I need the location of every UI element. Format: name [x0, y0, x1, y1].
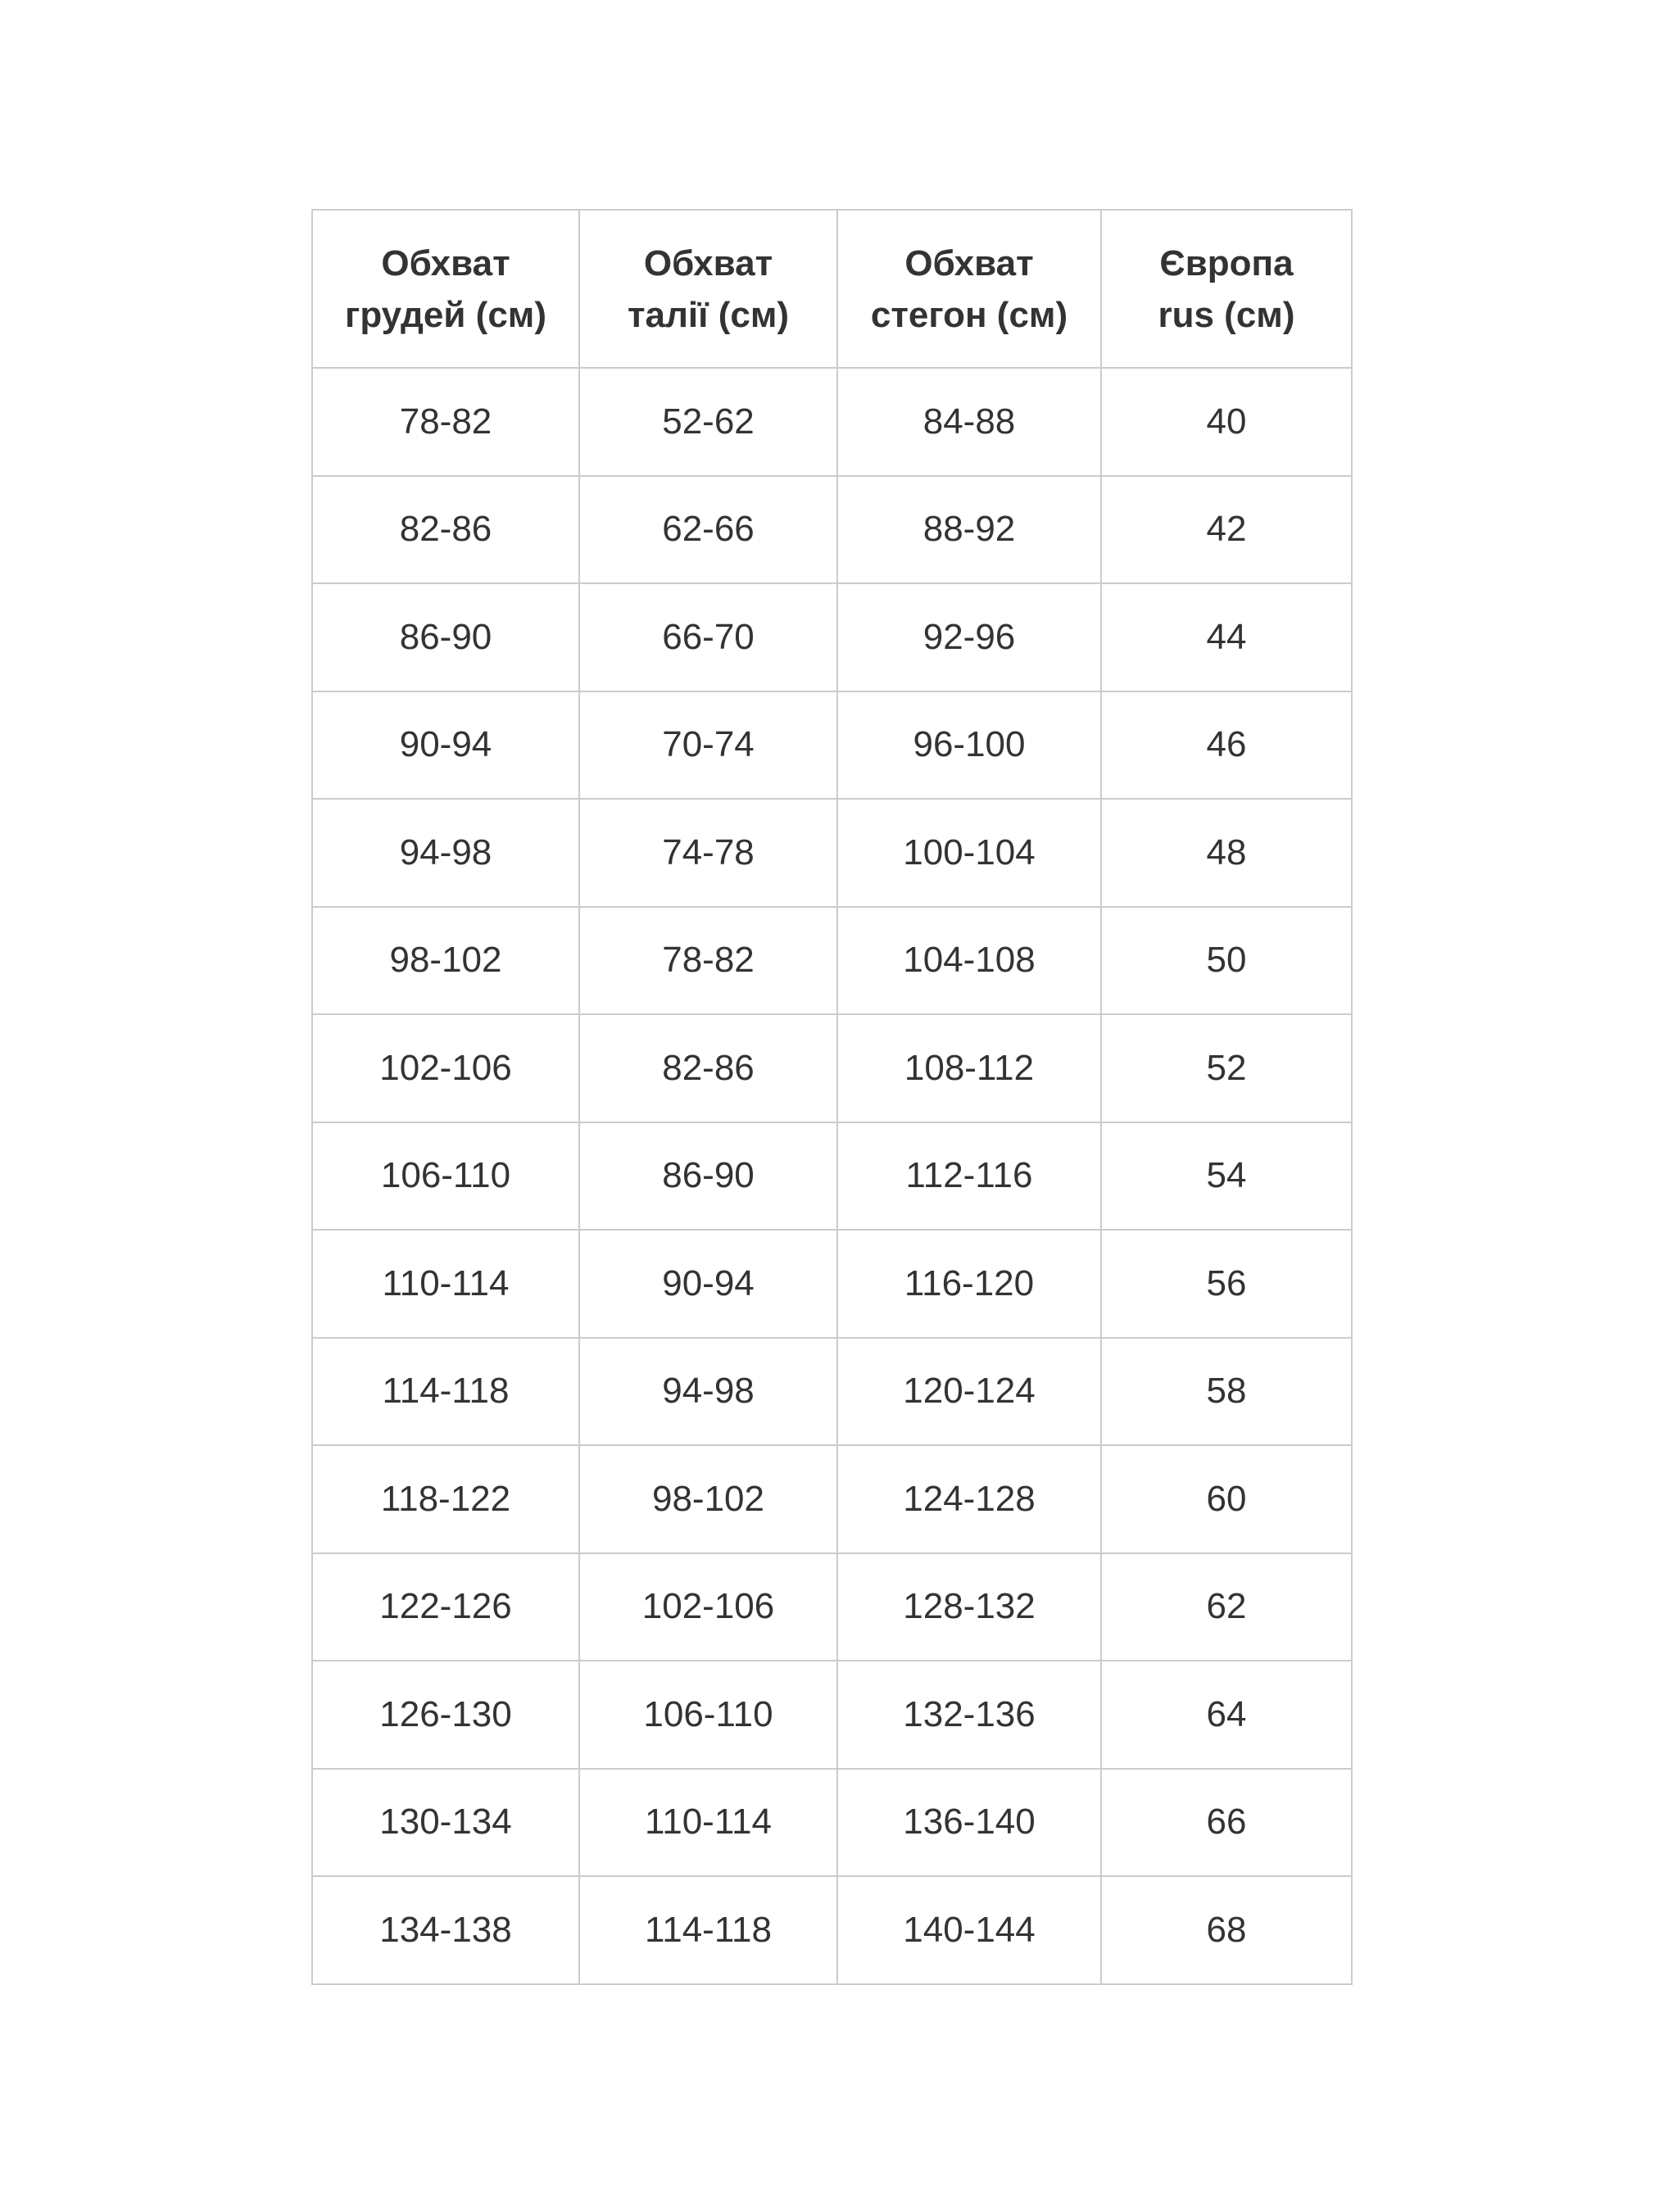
header-size-eu-line2: rus (см) — [1158, 294, 1295, 335]
header-chest-line2: грудей (см) — [345, 294, 546, 335]
cell-waist: 90-94 — [578, 1229, 838, 1339]
cell-waist: 66-70 — [578, 582, 838, 692]
header-waist-line2: талії (см) — [627, 294, 790, 335]
size-row: 114-118 94-98 120-124 58 — [311, 1336, 1353, 1446]
cell-hips: 100-104 — [836, 798, 1102, 908]
cell-hips: 84-88 — [836, 367, 1102, 477]
cell-size-eu: 44 — [1100, 582, 1353, 692]
cell-waist: 78-82 — [578, 905, 838, 1015]
cell-size-eu: 50 — [1100, 905, 1353, 1015]
cell-chest: 114-118 — [311, 1336, 580, 1446]
cell-chest: 98-102 — [311, 905, 580, 1015]
cell-chest: 106-110 — [311, 1121, 580, 1231]
size-row: 134-138 114-118 140-144 68 — [311, 1875, 1353, 1985]
size-row: 98-102 78-82 104-108 50 — [311, 905, 1353, 1015]
cell-size-eu: 52 — [1100, 1013, 1353, 1123]
cell-size-eu: 58 — [1100, 1336, 1353, 1446]
cell-chest: 90-94 — [311, 690, 580, 800]
cell-chest: 134-138 — [311, 1875, 580, 1985]
cell-waist: 102-106 — [578, 1552, 838, 1661]
cell-chest: 102-106 — [311, 1013, 580, 1123]
cell-size-eu: 42 — [1100, 474, 1353, 584]
cell-hips: 92-96 — [836, 582, 1102, 692]
size-row: 126-130 106-110 132-136 64 — [311, 1660, 1353, 1770]
cell-hips: 104-108 — [836, 905, 1102, 1015]
cell-chest: 118-122 — [311, 1444, 580, 1554]
cell-waist: 94-98 — [578, 1336, 838, 1446]
header-chest-line1: Обхват — [381, 243, 510, 283]
cell-waist: 52-62 — [578, 367, 838, 477]
table-header-row: Обхват грудей (см) Обхват талії (см) Обх… — [311, 209, 1353, 369]
cell-waist: 86-90 — [578, 1121, 838, 1231]
cell-waist: 62-66 — [578, 474, 838, 584]
size-row: 106-110 86-90 112-116 54 — [311, 1121, 1353, 1231]
size-row: 82-86 62-66 88-92 42 — [311, 474, 1353, 584]
size-row: 78-82 52-62 84-88 40 — [311, 367, 1353, 477]
size-row: 102-106 82-86 108-112 52 — [311, 1013, 1353, 1123]
cell-hips: 128-132 — [836, 1552, 1102, 1661]
size-row: 122-126 102-106 128-132 62 — [311, 1552, 1353, 1661]
cell-size-eu: 40 — [1100, 367, 1353, 477]
cell-size-eu: 68 — [1100, 1875, 1353, 1985]
header-size-eu-line1: Європа — [1159, 243, 1294, 283]
header-size-eu: Європа rus (см) — [1100, 209, 1353, 369]
header-hips-line2: стегон (см) — [870, 294, 1068, 335]
cell-hips: 136-140 — [836, 1767, 1102, 1877]
header-hips: Обхват стегон (см) — [836, 209, 1102, 369]
cell-chest: 86-90 — [311, 582, 580, 692]
size-row: 90-94 70-74 96-100 46 — [311, 690, 1353, 800]
cell-hips: 96-100 — [836, 690, 1102, 800]
header-chest: Обхват грудей (см) — [311, 209, 580, 369]
cell-size-eu: 48 — [1100, 798, 1353, 908]
size-row: 110-114 90-94 116-120 56 — [311, 1229, 1353, 1339]
cell-waist: 98-102 — [578, 1444, 838, 1554]
cell-size-eu: 56 — [1100, 1229, 1353, 1339]
cell-hips: 88-92 — [836, 474, 1102, 584]
cell-waist: 114-118 — [578, 1875, 838, 1985]
cell-chest: 94-98 — [311, 798, 580, 908]
cell-chest: 126-130 — [311, 1660, 580, 1770]
cell-size-eu: 64 — [1100, 1660, 1353, 1770]
cell-hips: 116-120 — [836, 1229, 1102, 1339]
cell-chest: 110-114 — [311, 1229, 580, 1339]
cell-waist: 70-74 — [578, 690, 838, 800]
cell-hips: 120-124 — [836, 1336, 1102, 1446]
cell-size-eu: 60 — [1100, 1444, 1353, 1554]
cell-chest: 130-134 — [311, 1767, 580, 1877]
size-row: 130-134 110-114 136-140 66 — [311, 1767, 1353, 1877]
cell-hips: 112-116 — [836, 1121, 1102, 1231]
header-waist-line1: Обхват — [643, 243, 773, 283]
cell-size-eu: 46 — [1100, 690, 1353, 800]
cell-hips: 124-128 — [836, 1444, 1102, 1554]
cell-waist: 106-110 — [578, 1660, 838, 1770]
cell-size-eu: 62 — [1100, 1552, 1353, 1661]
header-waist: Обхват талії (см) — [578, 209, 838, 369]
size-row: 94-98 74-78 100-104 48 — [311, 798, 1353, 908]
cell-size-eu: 54 — [1100, 1121, 1353, 1231]
cell-hips: 132-136 — [836, 1660, 1102, 1770]
cell-waist: 82-86 — [578, 1013, 838, 1123]
cell-waist: 74-78 — [578, 798, 838, 908]
cell-waist: 110-114 — [578, 1767, 838, 1877]
size-row: 118-122 98-102 124-128 60 — [311, 1444, 1353, 1554]
header-hips-line1: Обхват — [904, 243, 1034, 283]
size-row: 86-90 66-70 92-96 44 — [311, 582, 1353, 692]
cell-hips: 108-112 — [836, 1013, 1102, 1123]
cell-size-eu: 66 — [1100, 1767, 1353, 1877]
cell-chest: 122-126 — [311, 1552, 580, 1661]
size-chart-table: Обхват грудей (см) Обхват талії (см) Обх… — [311, 209, 1353, 1985]
cell-chest: 78-82 — [311, 367, 580, 477]
cell-chest: 82-86 — [311, 474, 580, 584]
cell-hips: 140-144 — [836, 1875, 1102, 1985]
